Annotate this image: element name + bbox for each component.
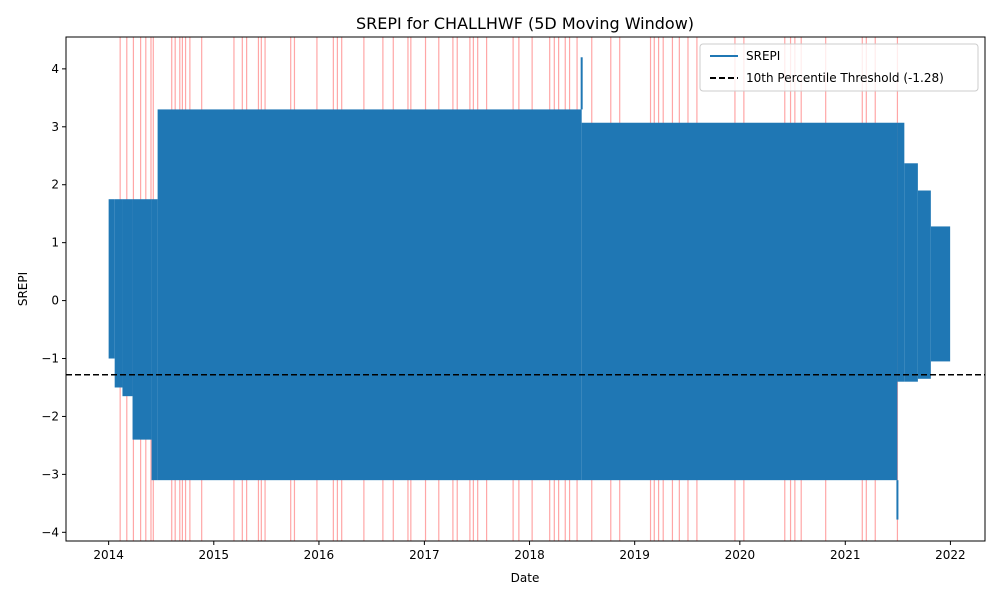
y-tick-label: −4 <box>41 525 59 539</box>
x-tick-label: 2019 <box>619 548 650 562</box>
y-tick-label: 4 <box>51 62 59 76</box>
srepi-series-band <box>581 122 898 481</box>
x-tick-label: 2020 <box>725 548 756 562</box>
srepi-series-band <box>114 199 123 388</box>
srepi-series-band <box>132 199 152 440</box>
legend-threshold-label: 10th Percentile Threshold (-1.28) <box>746 71 944 85</box>
srepi-series-band <box>157 109 582 481</box>
chart-title: SREPI for CHALLHWF (5D Moving Window) <box>356 14 694 33</box>
srepi-series-band <box>151 199 158 481</box>
srepi-series-band <box>904 163 918 382</box>
x-axis-label: Date <box>511 571 540 585</box>
x-tick-label: 2015 <box>199 548 230 562</box>
y-tick-label: 0 <box>51 294 59 308</box>
srepi-series-band <box>917 190 931 379</box>
y-tick-label: 3 <box>51 120 59 134</box>
x-tick-label: 2021 <box>830 548 861 562</box>
axes-frame <box>65 36 986 542</box>
y-tick-label: 2 <box>51 178 59 192</box>
srepi-series-band <box>897 122 905 382</box>
legend-box <box>699 43 979 92</box>
srepi-series-band <box>122 199 133 397</box>
y-tick-label: 1 <box>51 236 59 250</box>
x-axis: 2014 2015 2016 2017 2018 2019 2020 2021 2022 <box>93 541 966 562</box>
srepi-series-band <box>930 226 951 362</box>
legend-srepi-label: SREPI <box>746 49 780 63</box>
plot-area <box>66 37 985 541</box>
y-axis: −4 −3 −2 −1 0 1 2 3 4 <box>41 62 66 539</box>
y-axis-label: SREPI <box>16 272 30 306</box>
y-tick-label: −1 <box>41 352 59 366</box>
x-tick-label: 2016 <box>304 548 335 562</box>
x-tick-label: 2014 <box>93 548 124 562</box>
y-tick-label: −2 <box>41 409 59 423</box>
x-tick-label: 2018 <box>514 548 545 562</box>
x-tick-label: 2017 <box>409 548 440 562</box>
srepi-series-band <box>108 199 115 359</box>
x-tick-label: 2022 <box>935 548 966 562</box>
y-tick-label: −3 <box>41 467 59 481</box>
legend: SREPI 10th Percentile Threshold (-1.28) <box>699 43 979 92</box>
